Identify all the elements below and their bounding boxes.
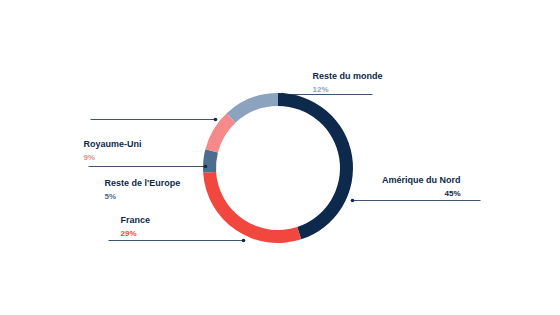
svg-text:France: France	[121, 215, 151, 225]
svg-text:5%: 5%	[105, 192, 117, 201]
svg-text:Reste du monde: Reste du monde	[313, 71, 383, 81]
svg-text:9%: 9%	[84, 153, 96, 162]
svg-text:29%: 29%	[121, 229, 137, 238]
svg-text:Amérique du Nord: Amérique du Nord	[382, 175, 461, 185]
svg-text:Reste de l'Europe: Reste de l'Europe	[105, 178, 181, 188]
svg-text:12%: 12%	[313, 85, 329, 94]
svg-text:Royaume-Uni: Royaume-Uni	[84, 139, 142, 149]
svg-text:45%: 45%	[444, 189, 460, 198]
